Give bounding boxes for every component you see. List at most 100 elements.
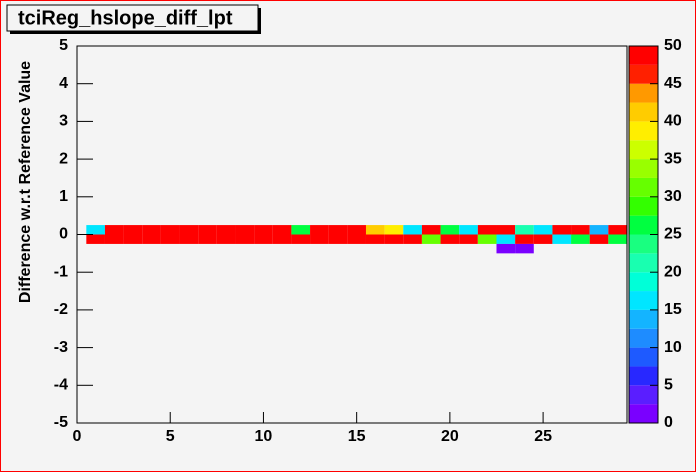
- cell: [496, 234, 516, 244]
- cell: [477, 225, 497, 235]
- z-tick-label: 40: [664, 113, 682, 130]
- y-tick-label: 4: [59, 75, 68, 92]
- cell: [123, 234, 143, 244]
- palette-box: [629, 121, 658, 141]
- z-tick-label: 5: [664, 377, 673, 394]
- palette-box: [629, 309, 658, 329]
- palette-box: [629, 385, 658, 405]
- cell: [384, 234, 404, 244]
- z-tick-label: 0: [664, 414, 673, 431]
- cell: [403, 234, 422, 244]
- palette-box: [629, 159, 658, 178]
- palette-box: [629, 102, 658, 122]
- cell: [142, 225, 161, 235]
- z-tick-label: 50: [664, 37, 682, 54]
- z-tick-label: 45: [664, 75, 682, 92]
- cell: [533, 234, 553, 244]
- cell: [421, 225, 441, 235]
- cell: [86, 225, 105, 235]
- z-tick-label: 35: [664, 150, 682, 167]
- cell: [515, 225, 534, 235]
- z-tick-label: 15: [664, 301, 682, 318]
- cell: [160, 225, 180, 235]
- cell: [477, 234, 497, 244]
- cell: [179, 234, 199, 244]
- title-box: [6, 4, 259, 32]
- palette-box: [629, 272, 658, 292]
- cell: [589, 234, 609, 244]
- cell: [515, 234, 534, 244]
- z-tick-label: 20: [664, 263, 682, 280]
- cell: [179, 225, 199, 235]
- cell: [272, 234, 292, 244]
- cell: [123, 225, 143, 235]
- z-tick-label: 30: [664, 188, 682, 205]
- cell: [608, 234, 627, 244]
- cell: [86, 234, 105, 244]
- cell: [272, 225, 292, 235]
- palette-box: [629, 83, 658, 103]
- palette-box: [629, 291, 658, 310]
- cell: [104, 225, 124, 235]
- chart-title: tciReg_hslope_diff_lpt: [18, 7, 233, 29]
- palette-box: [629, 140, 658, 160]
- z-tick-label: 10: [664, 339, 682, 356]
- cell: [552, 234, 572, 244]
- cell: [104, 234, 124, 244]
- y-tick-label: 1: [59, 188, 68, 205]
- cell: [608, 225, 627, 235]
- y-tick-label: 5: [59, 37, 68, 54]
- cell: [459, 225, 478, 235]
- palette-box: [629, 234, 658, 254]
- x-tick-label: 20: [441, 428, 459, 445]
- y-tick-label: 0: [59, 226, 68, 243]
- cell: [440, 234, 460, 244]
- cell: [310, 225, 329, 235]
- palette-box: [629, 215, 658, 235]
- cell: [291, 234, 311, 244]
- cell: [254, 225, 273, 235]
- cell: [198, 225, 217, 235]
- palette-box: [629, 347, 658, 367]
- cell: [347, 234, 366, 244]
- y-axis-label: Difference w.r.t Reference Value: [17, 61, 34, 303]
- cell: [552, 225, 572, 235]
- cell: [235, 225, 255, 235]
- cell: [533, 225, 553, 235]
- x-tick-label: 10: [255, 428, 273, 445]
- cell: [328, 234, 348, 244]
- palette-box: [629, 196, 658, 216]
- cell: [496, 225, 516, 235]
- cell: [440, 225, 460, 235]
- cell: [216, 225, 236, 235]
- cell: [496, 243, 516, 254]
- palette-box: [629, 64, 658, 84]
- cell: [571, 234, 590, 244]
- cell: [571, 225, 590, 235]
- x-tick-label: 5: [166, 428, 175, 445]
- y-tick-label: -2: [54, 301, 68, 318]
- x-tick-label: 25: [534, 428, 552, 445]
- cell: [365, 234, 385, 244]
- cell: [328, 225, 348, 235]
- palette-box: [629, 404, 658, 423]
- z-tick-label: 25: [664, 226, 682, 243]
- y-tick-label: 2: [59, 150, 68, 167]
- palette-box: [629, 366, 658, 386]
- palette-box: [629, 253, 658, 273]
- y-tick-label: -1: [54, 263, 68, 280]
- y-tick-label: 3: [59, 113, 68, 130]
- palette-box: [629, 328, 658, 348]
- y-tick-label: -3: [54, 339, 68, 356]
- cell: [403, 225, 422, 235]
- y-tick-label: -4: [54, 377, 68, 394]
- cell: [235, 234, 255, 244]
- cell: [198, 234, 217, 244]
- cell: [365, 225, 385, 235]
- cell: [384, 225, 404, 235]
- cell: [310, 234, 329, 244]
- cell: [459, 234, 478, 244]
- cell: [515, 243, 534, 254]
- cell: [142, 234, 161, 244]
